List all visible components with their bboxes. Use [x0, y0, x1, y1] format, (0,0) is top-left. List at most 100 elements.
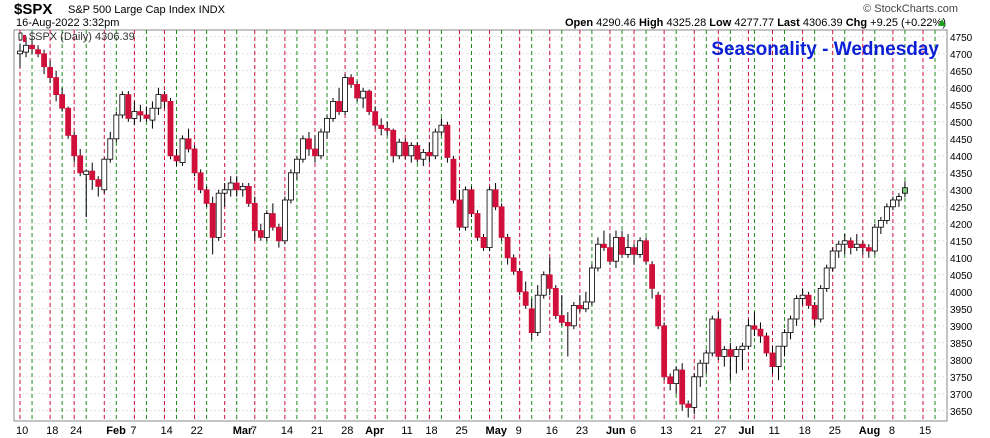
legend-label: $SPX (Daily) 4306.39 — [29, 31, 135, 43]
x-tick-label: 9 — [516, 425, 522, 437]
last-value: 4306.39 — [802, 17, 843, 29]
y-tick-label: 4200 — [950, 220, 973, 231]
candle-body — [77, 155, 84, 174]
candle-body — [697, 362, 704, 378]
x-tick-label: Aug — [859, 425, 880, 437]
candle-body — [799, 294, 806, 300]
candle-body — [197, 172, 204, 191]
candle-body — [215, 192, 222, 238]
y-tick-label: 4000 — [950, 288, 973, 299]
candle-body — [817, 287, 824, 320]
x-tick-label: 7 — [130, 425, 136, 437]
candle-body — [787, 318, 794, 334]
grid — [14, 30, 947, 421]
candle-body — [564, 321, 571, 327]
candle-body — [444, 124, 451, 158]
candle-body — [733, 349, 740, 357]
candle-body — [287, 172, 294, 201]
candle-body — [745, 325, 752, 347]
candle-body — [896, 196, 902, 201]
x-tick-label: 7 — [251, 425, 257, 437]
candle-body — [510, 257, 517, 272]
candle-body — [883, 206, 890, 221]
y-tick-label: 4650 — [950, 67, 973, 78]
y-tick-label: 4350 — [950, 169, 973, 180]
y-axis: 3650 3700 3750 3800 3850 3900 3950 4000 4050 4100… — [950, 33, 973, 418]
candle-body — [546, 274, 553, 289]
candle-body — [691, 376, 698, 408]
candle-body — [281, 199, 288, 242]
candle-body — [372, 111, 379, 126]
candle-body — [65, 107, 72, 136]
y-tick-label: 3850 — [950, 339, 973, 350]
candle-body — [661, 325, 668, 378]
x-tick-label: Mar — [233, 425, 253, 437]
candle-body — [354, 84, 361, 99]
candle-body — [781, 332, 788, 347]
x-tick-label: 25 — [829, 425, 841, 437]
x-tick-label: 22 — [191, 425, 203, 437]
candle-body — [823, 267, 830, 289]
candle-body — [859, 243, 866, 248]
legend-swatch — [18, 32, 26, 42]
x-tick-label: 15 — [919, 425, 931, 437]
candle-body — [29, 44, 35, 50]
candle-body — [408, 145, 415, 157]
candle-body — [498, 206, 505, 238]
candle-body — [239, 185, 246, 191]
ohlc-readout: Open 4290.46 High 4325.28 Low 4277.77 La… — [565, 17, 946, 29]
candle-body — [71, 134, 78, 157]
candle-body — [673, 369, 680, 385]
x-tick-label: 14 — [281, 425, 293, 437]
candle-body — [89, 170, 96, 181]
x-tick-label: Feb — [106, 425, 126, 437]
candle-body — [625, 247, 631, 255]
candle-body — [209, 202, 216, 238]
x-tick-label: 21 — [690, 425, 702, 437]
x-tick-label: 18 — [425, 425, 437, 437]
candle-body — [703, 352, 710, 364]
candle-body — [589, 267, 595, 303]
candle-body — [185, 138, 192, 150]
candle-body — [143, 114, 150, 119]
candle-body — [715, 318, 722, 357]
candle-body — [486, 189, 493, 249]
candle-body — [125, 94, 132, 119]
candle-body — [113, 114, 120, 140]
candle-body — [877, 219, 884, 228]
x-tick-label: 11 — [401, 425, 412, 437]
y-tick-label: 3900 — [950, 322, 973, 333]
candle-body — [637, 240, 643, 255]
candle-body — [607, 247, 613, 262]
candle-body — [275, 226, 282, 242]
x-tick-label: 21 — [311, 425, 323, 437]
x-tick-label: 10 — [16, 425, 28, 437]
candle-body — [17, 50, 23, 55]
candle-body — [396, 141, 403, 157]
y-tick-label: 4450 — [950, 135, 973, 146]
candle-body — [378, 124, 385, 129]
candle-body — [516, 270, 523, 293]
y-tick-label: 3800 — [950, 356, 973, 367]
x-tick-label: 6 — [630, 425, 636, 437]
candle-body — [865, 247, 872, 252]
candle-body — [251, 202, 258, 231]
y-tick-label: 4550 — [950, 101, 973, 112]
x-tick-label: 18 — [46, 425, 58, 437]
candle-body — [492, 189, 499, 208]
x-tick-label: 14 — [160, 425, 172, 437]
x-tick-label: May — [486, 425, 508, 437]
low-value: 4277.77 — [734, 17, 775, 29]
candle-body — [582, 301, 589, 310]
candle-body — [107, 138, 114, 160]
high-value: 4325.28 — [666, 17, 707, 29]
candle-body — [450, 158, 457, 201]
candle-body — [727, 349, 734, 357]
candles — [17, 36, 908, 418]
candle-body — [871, 226, 878, 252]
candle-body — [155, 94, 162, 109]
candle-body — [402, 141, 409, 157]
y-tick-label: 3950 — [950, 305, 973, 316]
candle-body — [468, 189, 475, 215]
